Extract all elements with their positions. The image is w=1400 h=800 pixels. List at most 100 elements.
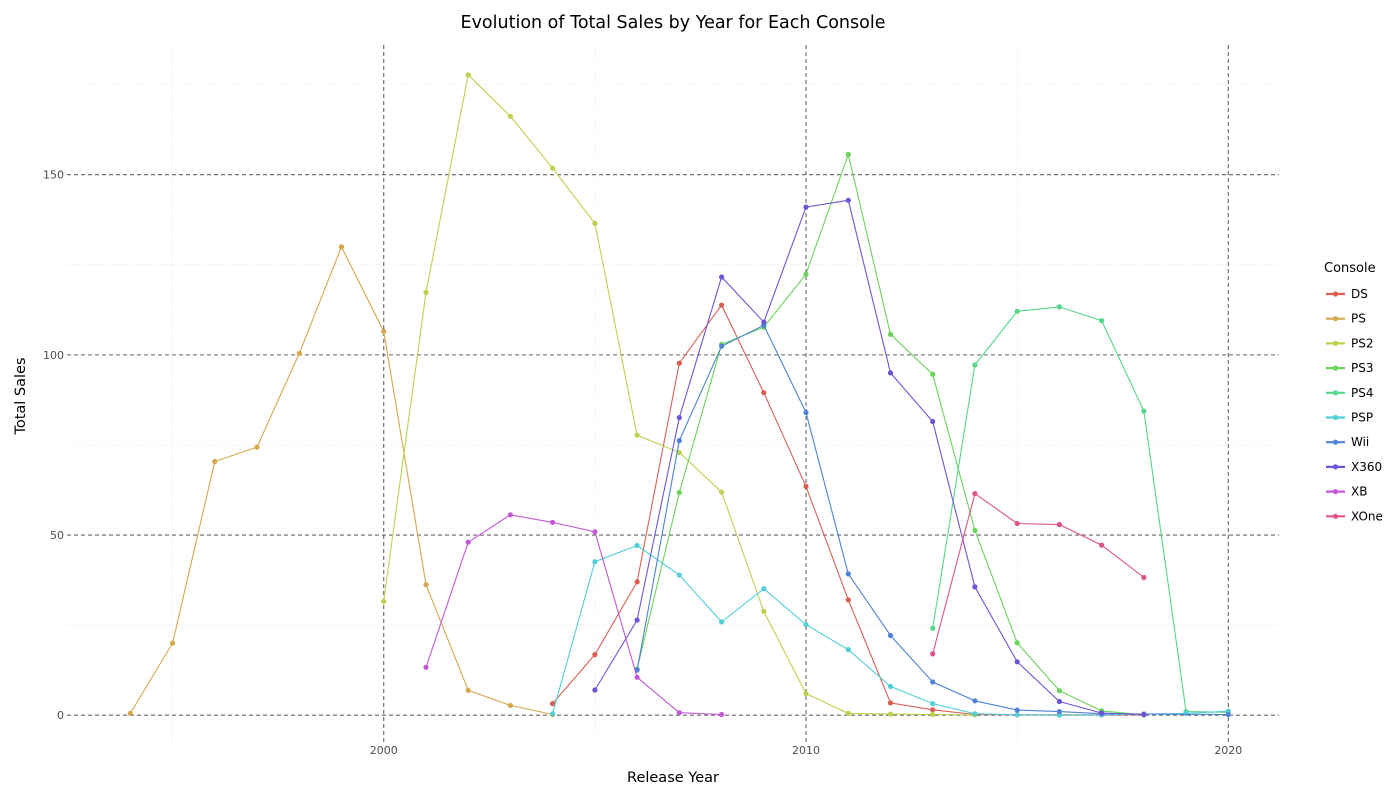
legend-key-point: [1332, 365, 1339, 371]
data-point: [550, 711, 556, 717]
data-point: [761, 608, 767, 615]
data-point: [676, 415, 682, 421]
data-point: [507, 702, 513, 709]
data-point: [803, 409, 809, 416]
series-line: [552, 544, 1229, 716]
data-point: [887, 370, 894, 376]
series-line: [594, 199, 1144, 716]
data-point: [550, 165, 556, 171]
series-layer: [127, 72, 1231, 718]
legend-label: Wii: [1351, 435, 1369, 449]
legend-item-ps3: PS3: [1326, 361, 1374, 375]
x-tick-label: 2000: [370, 744, 398, 757]
data-point: [170, 640, 176, 646]
data-point: [719, 302, 725, 308]
legend-label: PS: [1351, 312, 1366, 326]
chart-title: Evolution of Total Sales by Year for Eac…: [461, 13, 886, 33]
legend-items: DS PS PS2 PS3 PS4 PSP Wii X360 XB XOne: [1326, 287, 1383, 523]
legend: Console DS PS PS2 PS3 PS4 PSP Wii X360 XB XOne: [1324, 261, 1383, 523]
data-point: [1141, 408, 1147, 414]
data-point: [930, 711, 936, 718]
data-point: [381, 598, 387, 604]
legend-label: PSP: [1351, 411, 1373, 425]
data-point: [254, 444, 260, 450]
series-line: [383, 73, 975, 716]
data-point: [1056, 304, 1062, 310]
data-point: [212, 458, 218, 465]
data-point: [972, 584, 978, 590]
data-point: [972, 711, 978, 717]
data-point: [634, 432, 640, 438]
series-ps3: [634, 151, 1147, 718]
legend-item-wii: Wii: [1326, 435, 1369, 449]
data-point: [296, 350, 302, 356]
data-point: [1141, 574, 1147, 581]
data-point: [972, 362, 978, 368]
data-point: [634, 617, 640, 623]
legend-label: XOne: [1351, 509, 1383, 523]
data-point: [676, 572, 682, 578]
data-point: [803, 622, 809, 628]
x-axis-ticks: 2000 2010 2020: [370, 744, 1243, 757]
y-axis-ticks: 0 50 100 150: [43, 169, 64, 722]
data-point: [1014, 640, 1020, 646]
data-point: [845, 597, 851, 603]
data-point: [1056, 688, 1062, 694]
legend-item-xb: XB: [1326, 485, 1367, 499]
legend-item-ps4: PS4: [1326, 386, 1374, 400]
legend-item-x360: X360: [1326, 460, 1382, 474]
legend-label: PS3: [1351, 361, 1374, 375]
data-point: [1014, 707, 1020, 713]
legend-item-ds: DS: [1326, 287, 1368, 301]
data-point: [761, 390, 767, 396]
data-point: [719, 274, 725, 280]
data-point: [930, 701, 936, 707]
data-point: [845, 710, 851, 717]
data-point: [592, 687, 598, 693]
data-point: [592, 652, 598, 658]
data-point: [465, 539, 471, 545]
data-point: [930, 418, 936, 425]
series-line: [636, 324, 1229, 716]
x-tick-label: 2020: [1214, 744, 1242, 757]
data-point: [887, 711, 894, 717]
y-tick-label: 0: [57, 709, 64, 722]
data-point: [887, 632, 894, 639]
data-point: [1056, 522, 1062, 528]
data-point: [676, 360, 682, 366]
data-point: [507, 512, 513, 518]
data-point: [887, 683, 894, 690]
data-point: [803, 483, 809, 489]
data-point: [845, 647, 851, 653]
data-point: [1183, 710, 1189, 717]
series-xone: [930, 491, 1147, 657]
legend-label: PS4: [1351, 386, 1374, 400]
data-point: [845, 151, 851, 158]
data-point: [1099, 542, 1105, 548]
legend-key-point: [1332, 489, 1339, 495]
data-point: [761, 586, 767, 592]
data-point: [507, 113, 513, 119]
legend-item-ps2: PS2: [1326, 336, 1374, 350]
data-point: [803, 204, 809, 210]
data-point: [1014, 308, 1020, 314]
data-point: [676, 438, 682, 444]
data-point: [1056, 712, 1062, 718]
series-xb: [423, 512, 725, 718]
data-point: [803, 691, 809, 697]
series-line: [636, 152, 1144, 716]
legend-title: Console: [1324, 261, 1376, 276]
data-point: [592, 559, 598, 565]
series-x360: [592, 197, 1147, 718]
data-point: [719, 711, 725, 718]
data-point: [719, 343, 725, 349]
legend-key-point: [1332, 390, 1339, 396]
x-tick-label: 2010: [792, 744, 820, 757]
series-ps4: [930, 304, 1231, 715]
data-point: [761, 319, 767, 325]
data-point: [887, 700, 894, 706]
data-point: [423, 289, 429, 296]
series-line: [425, 514, 722, 716]
data-point: [972, 698, 978, 704]
